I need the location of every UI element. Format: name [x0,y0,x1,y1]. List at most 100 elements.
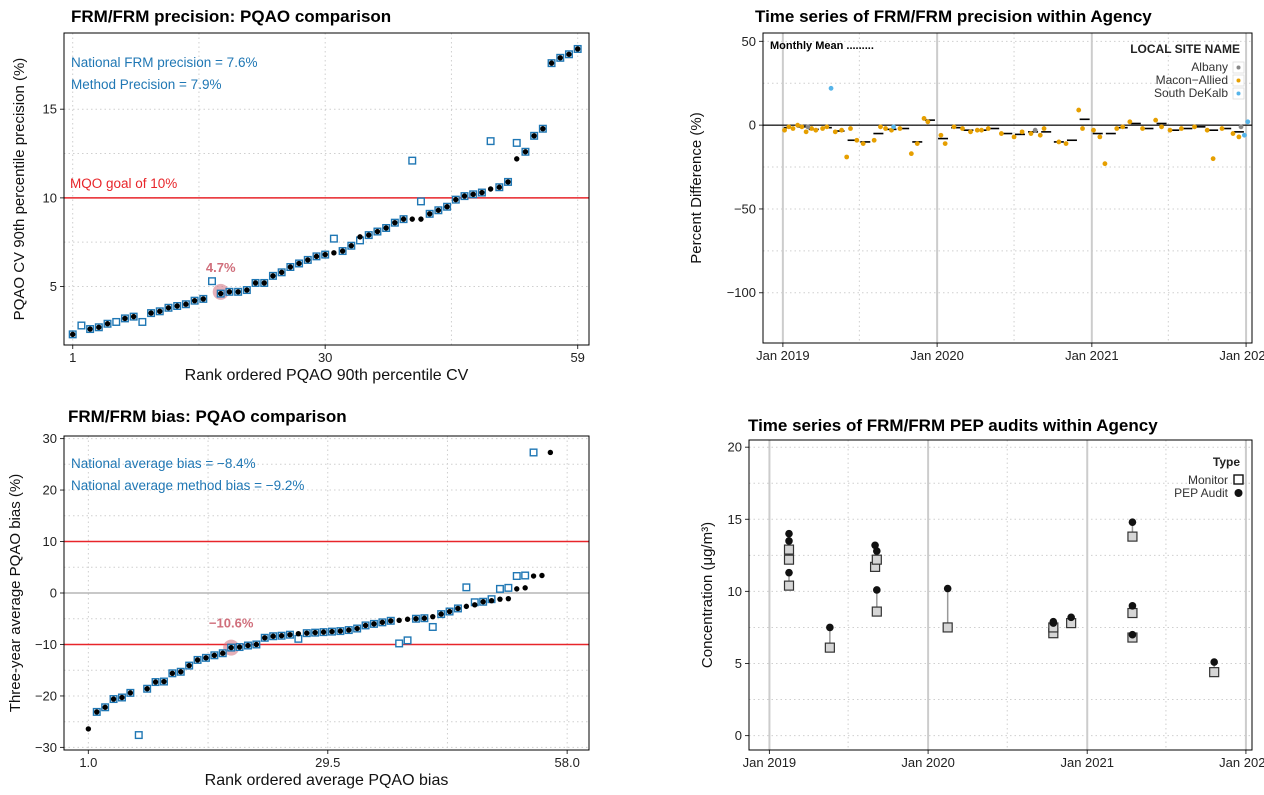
data-point [1076,107,1082,113]
data-point [1080,126,1085,131]
y-tick-label: 0 [735,728,742,743]
annotation-text: National FRM precision = 7.6% [71,55,257,70]
monitor-point [942,622,953,633]
data-point-dot [371,621,377,627]
data-point [960,126,965,131]
data-point-dot [295,630,302,637]
data-point-dot [200,296,207,302]
monitor-point [871,554,882,565]
data-point-dot [426,211,433,217]
x-tick-label: 29.5 [315,755,340,770]
data-point-dot [174,303,180,309]
data-point-square [395,639,404,648]
data-point-dot [226,289,233,295]
y-tick-label: 20 [43,483,57,498]
data-point-dot [110,696,117,702]
data-point [1028,131,1034,136]
data-point [979,127,984,133]
data-point-dot [183,301,189,307]
monitor-point [1127,607,1138,619]
data-point [968,129,973,135]
data-point-dot [547,449,554,456]
data-point-square [403,636,412,645]
data-point-dot [296,260,302,267]
data-point-dot [548,60,555,66]
x-tick-label: 59 [570,350,584,365]
data-point [871,137,877,143]
data-point [921,116,927,121]
data-point-dot [530,573,537,579]
data-point-dot [444,204,450,210]
legend-title: Type [1213,455,1240,469]
data-point-dot [261,280,267,286]
legend-entry-label: South DeKalb [1154,86,1228,100]
data-point-square [134,731,143,740]
data-point [938,132,944,138]
data-point [1019,129,1025,135]
x-tick-label: Jan 2021 [1060,755,1114,770]
y-tick-label: 0 [50,586,57,601]
data-point-dot [514,156,520,162]
data-point-dot [278,633,285,639]
data-point-square [521,571,530,580]
data-point [974,127,980,133]
x-tick-label: 1 [69,350,76,365]
precision-comparison-chart: FRM/FRM precision: PQAO comparison 1 30 59 5… [11,7,590,384]
mqo-goal-label: MQO goal of 10% [70,176,177,191]
data-point [914,141,920,146]
chart-title: Time series of FRM/FRM precision within … [755,7,1152,26]
data-point-dot [400,216,407,222]
data-point-dot [102,704,108,710]
data-point [1056,139,1062,145]
x-tick-label: Jan 2020 [901,755,955,770]
data-point-dot [413,616,419,622]
precision-timeseries-chart: Time series of FRM/FRM precision within … [688,7,1264,363]
legend-title: LOCAL SITE NAME [1130,42,1240,56]
data-point [832,129,838,135]
data-point [883,126,888,131]
x-tick-label: Jan 2020 [910,348,964,363]
data-point [1210,156,1216,162]
data-point [860,141,866,146]
data-point [1204,127,1210,133]
data-point [782,127,787,133]
data-point-dot [70,331,76,338]
data-point [998,131,1004,136]
data-point [897,126,903,131]
data-point-square [294,634,303,643]
data-point-dot [236,644,243,650]
data-point-dot [322,251,328,258]
pep-audit-point [943,584,952,593]
data-point-dot [96,324,102,330]
data-point-dot [379,619,386,626]
y-tick-label: 30 [43,431,57,446]
data-point-dot [87,326,93,332]
y-tick-label: −20 [35,688,57,703]
legend-key-dot [1236,65,1241,70]
data-point-dot [480,599,486,605]
data-point-dot [262,635,268,641]
data-point-square [504,583,513,592]
chart-title: Time series of FRM/FRM PEP audits within… [748,416,1158,435]
data-point-square [112,317,121,326]
x-axis-label: Rank ordered PQAO 90th percentile CV [185,367,469,384]
pep-audit-point [785,568,793,577]
data-point-dot [94,709,100,715]
legend-entry-label: PEP Audit [1174,486,1228,500]
data-point-dot [305,257,311,263]
data-point-dot [383,225,389,231]
data-point [820,126,825,131]
series-macon-allied [782,107,1242,167]
data-point-dot [304,630,310,636]
data-point-square [416,197,425,206]
monitor-point [783,554,795,565]
data-point-dot [348,243,355,249]
data-point-dot [122,315,128,322]
y-tick-label: 5 [735,656,742,671]
data-point-dot [278,269,285,276]
data-point-dot [228,644,234,651]
legend-key-dot [1236,91,1241,96]
y-tick-label: 10 [728,584,742,599]
data-point [891,124,896,130]
data-point-dot [404,616,411,622]
